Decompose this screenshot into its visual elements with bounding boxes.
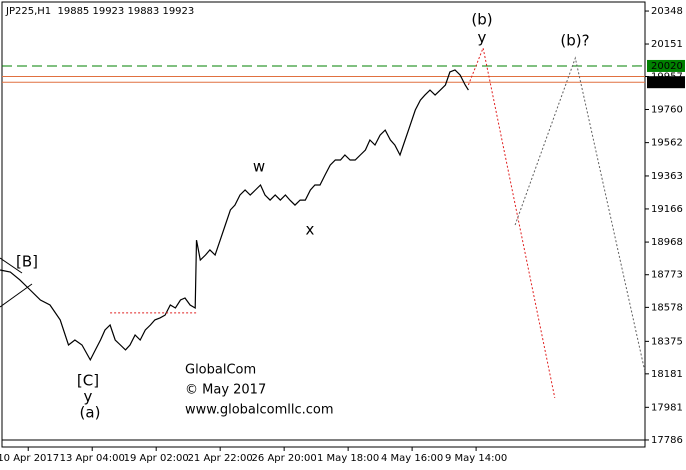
watermark: www.globalcomllc.com [185,403,334,418]
x-tick-label: 13 Apr 04:00 [60,453,125,464]
projection-line [467,46,556,399]
watermark: GlobalCom [185,363,256,378]
y-tick-label: 17786 [651,435,683,446]
wave-label: [C] [77,372,99,390]
x-tick-label: 1 May 18:00 [317,453,379,464]
y-tick-label: 18375 [651,336,683,347]
trend-line [0,257,23,274]
level-label: 20020 [651,61,683,72]
wave-label: (b)? [560,32,589,50]
y-tick-label: 19166 [651,204,683,215]
watermark: © May 2017 [185,383,266,398]
trend-line [0,283,33,308]
level-label-box [647,59,685,72]
wave-label: (b) [471,11,492,29]
x-tick-label: 9 May 14:00 [445,453,507,464]
x-tick-label: 26 Apr 20:00 [252,453,317,464]
y-tick-label: 19760 [651,104,683,115]
x-tick-label: 19 Apr 02:00 [124,453,189,464]
wave-label: y [84,388,93,406]
x-tick-label: 4 May 16:00 [381,453,443,464]
y-tick-label: 17981 [651,402,683,413]
chart-title: JP225,H1 19885 19923 19883 19923 [5,6,194,17]
x-tick-label: 10 Apr 2017 [0,453,59,464]
price-line [0,69,469,362]
x-tick-label: 21 Apr 22:00 [188,453,253,464]
wave-label: [B] [16,253,38,271]
plot-frame [1,1,646,448]
y-tick-label: 20151 [651,39,683,50]
y-tick-label: 20348 [651,6,683,17]
y-tick-label: 18968 [651,237,683,248]
y-tick-label: 18773 [651,270,683,281]
wave-label: (a) [80,404,101,422]
y-tick-label: 19363 [651,171,683,182]
y-tick-label: 19562 [651,138,683,149]
wave-label: y [478,29,487,47]
wave-label: w [253,158,265,176]
level-label: 19923 [651,77,683,88]
y-tick-label: 18181 [651,369,683,380]
wave-label: x [306,221,315,239]
projection-line [514,56,646,373]
level-label-box [647,76,685,89]
y-tick-label: 18578 [651,302,683,313]
